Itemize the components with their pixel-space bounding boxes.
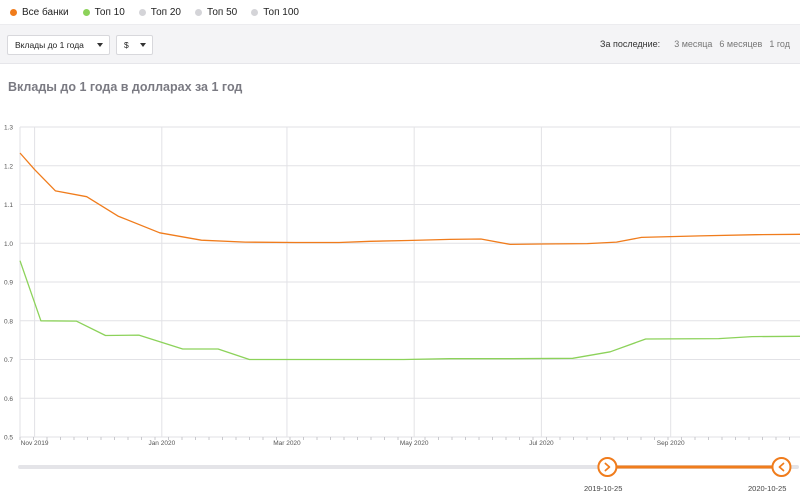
range-start-label: 2019-10-25	[584, 484, 623, 493]
legend-dot-icon	[251, 8, 259, 16]
range-end-handle[interactable]	[771, 457, 792, 477]
legend-dot-icon	[138, 8, 146, 16]
x-tick-label: Jan 2020	[148, 440, 175, 447]
y-tick-label: 0.9	[4, 280, 13, 287]
y-tick-label: 0.8	[4, 318, 13, 325]
x-tick-label: Sep 2020	[657, 440, 685, 447]
x-tick-label: Mar 2020	[273, 440, 301, 447]
chevron-left-icon	[778, 462, 785, 472]
series-line-0	[19, 152, 800, 246]
x-tick-label: Jul 2020	[529, 440, 554, 447]
y-tick-label: 0.7	[4, 357, 13, 364]
chevron-down-icon	[140, 43, 146, 47]
x-tick-label: Nov 2019	[21, 440, 49, 447]
legend-dot-icon	[82, 8, 90, 16]
legend-label: Топ 20	[150, 6, 181, 18]
currency-select-value: $	[124, 40, 129, 50]
range-start-handle[interactable]	[597, 457, 618, 477]
y-tick-label: 1.0	[4, 241, 13, 248]
y-tick-label: 1.3	[4, 125, 13, 132]
legend-label: Топ 100	[263, 6, 299, 18]
deposit-type-select-value: Вклады до 1 года	[15, 40, 84, 50]
y-tick-label: 1.2	[4, 163, 13, 170]
period-label: За последние:	[600, 39, 661, 49]
legend-dot-icon	[10, 8, 17, 16]
series-line-1	[19, 260, 800, 361]
legend-label: Топ 10	[94, 6, 125, 18]
legend-label: Все банки	[22, 6, 69, 18]
y-tick-label: 0.5	[4, 435, 13, 442]
legend-label: Топ 50	[207, 6, 238, 18]
toolbar: Вклады до 1 года $ За последние: 3 месяц…	[0, 24, 800, 64]
legend-item-1[interactable]: Топ 10	[82, 6, 125, 18]
period-option-6-months[interactable]: 6 месяцев	[719, 39, 763, 49]
range-end-label: 2020-10-25	[748, 484, 787, 493]
chart-title: Вклады до 1 года в долларах за 1 год	[8, 80, 243, 94]
chevron-right-icon	[604, 462, 611, 472]
y-tick-label: 1.1	[4, 202, 13, 209]
chevron-down-icon	[97, 43, 103, 47]
period-selector: За последние: 3 месяца 6 месяцев 1 год	[600, 39, 790, 49]
x-tick-label: May 2020	[400, 440, 429, 447]
y-tick-label: 0.6	[4, 396, 13, 403]
legend-item-0[interactable]: Все банки	[10, 7, 69, 18]
legend-item-4[interactable]: Топ 100	[251, 7, 299, 18]
legend-dot-icon	[195, 8, 202, 16]
legend-item-2[interactable]: Топ 20	[138, 6, 181, 18]
deposit-type-select[interactable]: Вклады до 1 года	[7, 35, 110, 55]
legend: Все банки Топ 10 Топ 20 Топ 50 Топ 100	[0, 0, 800, 24]
period-option-1-year[interactable]: 1 год	[769, 39, 790, 49]
currency-select[interactable]: $	[116, 35, 153, 55]
legend-item-3[interactable]: Топ 50	[195, 7, 237, 18]
period-option-3-months[interactable]: 3 месяца	[674, 39, 713, 49]
